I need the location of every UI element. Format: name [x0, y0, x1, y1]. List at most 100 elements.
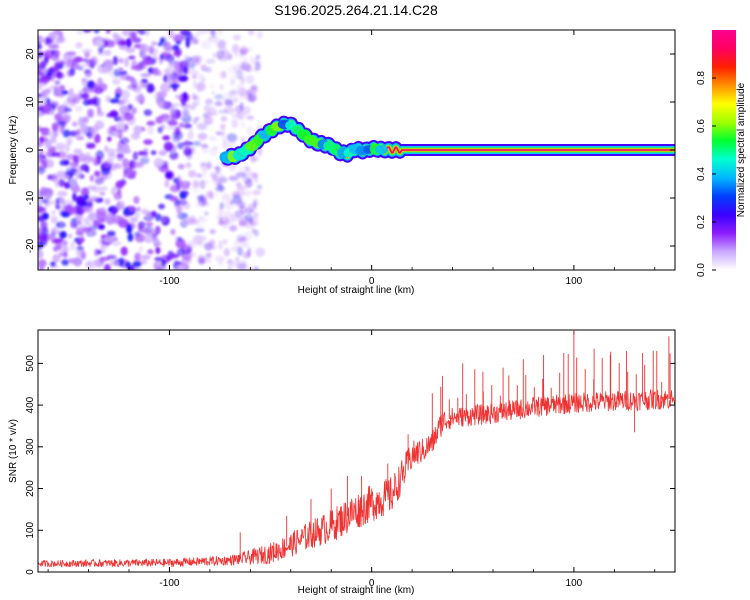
noise-blob [123, 207, 130, 216]
noise-blob [40, 131, 50, 136]
noise-blob [205, 162, 214, 169]
noise-blob [170, 228, 176, 235]
noise-blob [75, 195, 86, 206]
noise-blob [107, 152, 117, 161]
noise-blob [183, 147, 192, 157]
noise-blob [128, 55, 136, 60]
noise-blob [246, 126, 254, 137]
noise-blob [119, 137, 130, 145]
noise-blob [122, 143, 130, 154]
noise-blob [180, 98, 187, 107]
x-tick-label: -100 [159, 276, 179, 287]
noise-blob [171, 102, 181, 108]
noise-blob [173, 51, 182, 56]
noise-blob [94, 170, 101, 177]
noise-blob [100, 186, 108, 191]
noise-blob [255, 54, 261, 60]
noise-blob [95, 39, 104, 47]
noise-blob [94, 133, 101, 144]
noise-blob [234, 52, 240, 58]
noise-blob [202, 113, 208, 119]
noise-blob [181, 114, 192, 124]
noise-blob [49, 85, 61, 90]
noise-blob [214, 101, 223, 107]
noise-blob [140, 228, 152, 234]
noise-blob [238, 165, 247, 173]
noise-blob [178, 122, 185, 128]
noise-blob [205, 98, 214, 106]
noise-blob [64, 204, 72, 213]
noise-blob [220, 56, 227, 62]
noise-blob [204, 242, 213, 251]
noise-blob [44, 36, 52, 46]
noise-blob [41, 104, 51, 111]
noise-blob [239, 49, 244, 59]
noise-blob [190, 180, 201, 190]
noise-blob [78, 173, 85, 179]
noise-blob [169, 151, 179, 160]
noise-blob [127, 174, 136, 179]
noise-blob [47, 200, 55, 205]
noise-blob [80, 93, 89, 99]
snr-spikes [239, 330, 671, 559]
noise-blob [183, 123, 192, 129]
noise-blob [196, 132, 208, 139]
noise-blob [211, 90, 216, 96]
noise-blob [111, 206, 117, 216]
noise-blob [125, 47, 136, 53]
noise-blob [185, 162, 192, 169]
noise-blob [70, 167, 78, 176]
noise-blob [86, 262, 92, 267]
noise-blob [141, 59, 153, 66]
noise-blob [177, 163, 185, 170]
spectrogram-ylabel: Frequency (Hz) [8, 116, 19, 185]
noise-blob [70, 241, 76, 251]
noise-blob [45, 192, 52, 200]
noise-blob [105, 212, 113, 218]
noise-blob [175, 238, 186, 249]
noise-blob [39, 267, 44, 270]
noise-blob [253, 175, 259, 184]
noise-blob [219, 70, 227, 79]
noise-blob [59, 125, 65, 134]
noise-blob [176, 248, 186, 256]
noise-blob [222, 139, 227, 150]
noise-blob [175, 212, 182, 218]
noise-blob [215, 131, 225, 136]
noise-blob [235, 171, 247, 178]
noise-blob [231, 89, 239, 95]
noise-blob [175, 94, 180, 100]
noise-blob [152, 238, 160, 244]
noise-blob [143, 139, 153, 145]
noise-blob [232, 34, 242, 41]
noise-blob [197, 217, 209, 223]
y-tick-label: 500 [25, 355, 36, 372]
colorbar-tick-label: 0.6 [696, 119, 707, 133]
noise-blob [77, 66, 84, 71]
noise-blob [80, 164, 89, 172]
noise-blob [85, 58, 96, 67]
noise-blob [242, 252, 250, 259]
noise-blob [192, 187, 200, 194]
noise-blob [112, 78, 121, 85]
noise-blob [50, 261, 56, 267]
noise-blob [105, 39, 115, 48]
noise-blob [92, 84, 103, 95]
noise-blob [147, 249, 154, 255]
noise-blob [202, 236, 207, 241]
noise-blob [182, 218, 193, 225]
noise-blob [69, 258, 79, 265]
noise-blob [239, 220, 248, 227]
noise-blob [127, 265, 136, 270]
noise-blob [140, 78, 148, 83]
noise-blob [99, 191, 106, 196]
noise-blob [241, 62, 246, 71]
noise-blob [114, 93, 121, 99]
noise-blob [55, 205, 61, 210]
noise-blob [154, 213, 162, 222]
noise-blob [61, 198, 66, 205]
noise-blob [106, 136, 112, 142]
noise-blob [256, 30, 263, 40]
noise-blob [206, 66, 212, 74]
noise-blob [96, 155, 102, 165]
